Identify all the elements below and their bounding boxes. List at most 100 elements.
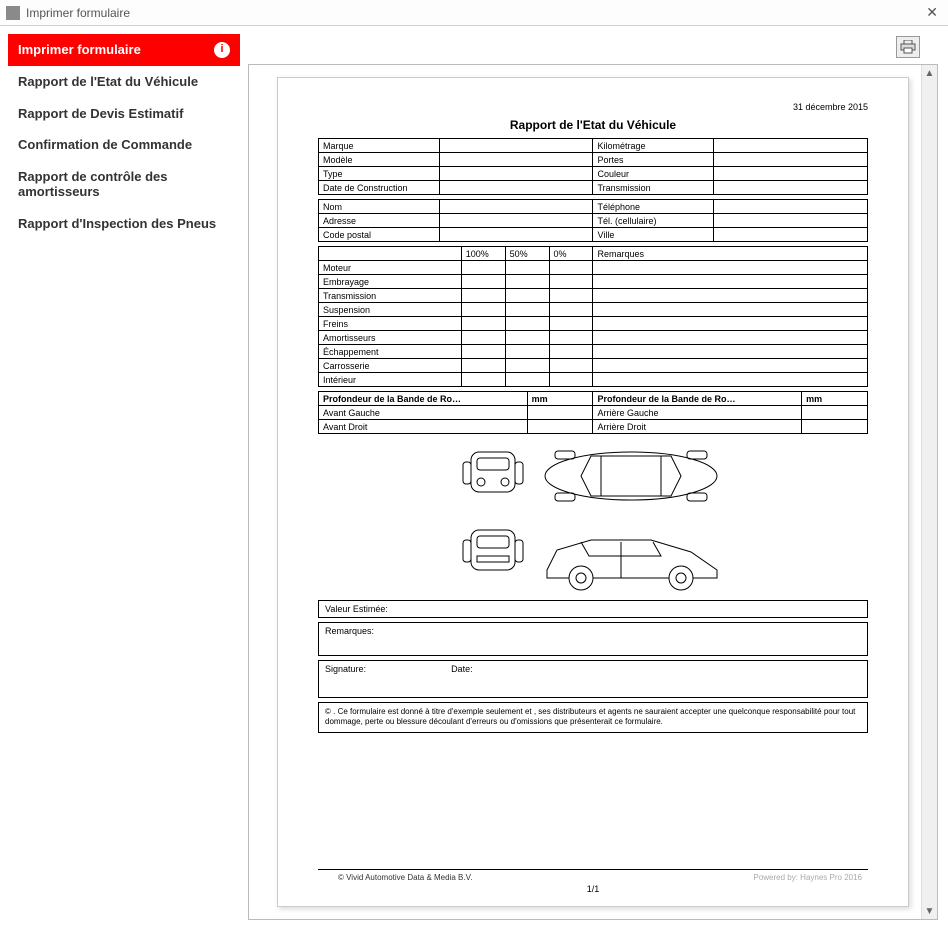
check-cell [461,261,505,275]
tire-label: Avant Gauche [319,406,528,420]
check-table: 100%50%0%RemarquesMoteurEmbrayageTransmi… [318,246,868,387]
field-label: Kilométrage [593,139,714,153]
check-cell [505,359,549,373]
main: Imprimer formulaire i Rapport de l'Etat … [0,26,948,930]
check-cell [505,261,549,275]
check-remark [593,331,868,345]
footer-powered: Powered by: Haynes Pro 2016 [753,873,868,882]
check-remark [593,261,868,275]
car-diagram-svg [453,444,733,594]
info-icon[interactable]: i [214,42,230,58]
tire-value [802,406,868,420]
scrollbar[interactable]: ▲ ▼ [921,65,937,919]
check-cell [461,289,505,303]
check-header [319,247,462,261]
field-label: Code postal [319,228,440,242]
check-cell [505,289,549,303]
sidebar-item-label: Rapport de contrôle des amortisseurs [18,169,230,200]
sidebar-item-order-confirm[interactable]: Confirmation de Commande [8,129,240,161]
app-icon [6,6,20,20]
value-box: Valeur Estimée: [318,600,868,618]
check-remark [593,303,868,317]
check-remark [593,275,868,289]
sidebar-item-label: Rapport de Devis Estimatif [18,106,183,122]
printer-icon [900,40,916,54]
check-header: 0% [549,247,593,261]
print-button[interactable] [896,36,920,58]
field-label: Nom [319,200,440,214]
tire-label: Avant Droit [319,420,528,434]
content: 31 décembre 2015 Rapport de l'Etat du Vé… [248,26,948,930]
field-label: Téléphone [593,200,714,214]
check-header: 50% [505,247,549,261]
check-cell [549,261,593,275]
check-cell [461,303,505,317]
field-value [714,153,868,167]
tire-value [527,420,593,434]
check-cell [549,303,593,317]
toolbar [248,36,938,64]
document-title: Rapport de l'Etat du Véhicule [318,118,868,132]
scroll-down-icon[interactable]: ▼ [922,903,937,919]
value-label: Valeur Estimée: [325,604,388,614]
page-number: 1/1 [318,884,868,894]
page-wrap: 31 décembre 2015 Rapport de l'Etat du Vé… [249,65,937,919]
check-cell [549,331,593,345]
sidebar-item-shock-report[interactable]: Rapport de contrôle des amortisseurs [8,161,240,208]
field-value [714,181,868,195]
check-cell [461,373,505,387]
sidebar-item-print-form[interactable]: Imprimer formulaire i [8,34,240,66]
tire-table: Profondeur de la Bande de Ro…mmProfondeu… [318,391,868,434]
field-value [439,181,593,195]
signature-label: Signature: [325,664,366,674]
field-label: Type [319,167,440,181]
vehicle-table: MarqueKilométrageModèlePortesTypeCouleur… [318,138,868,195]
field-value [714,167,868,181]
check-row-label: Transmission [319,289,462,303]
check-cell [461,359,505,373]
check-row-label: Freins [319,317,462,331]
check-cell [505,317,549,331]
tire-header: Profondeur de la Bande de Ro… [593,392,802,406]
sidebar-item-tire-report[interactable]: Rapport d'Inspection des Pneus [8,208,240,240]
check-cell [549,359,593,373]
check-remark [593,317,868,331]
disclaimer: © . Ce formulaire est donné à titre d'ex… [318,702,868,733]
check-header: 100% [461,247,505,261]
sidebar-item-estimate-report[interactable]: Rapport de Devis Estimatif [8,98,240,130]
field-value [439,139,593,153]
client-table: NomTéléphoneAdresseTél. (cellulaire)Code… [318,199,868,242]
sidebar-item-label: Rapport de l'Etat du Véhicule [18,74,198,90]
page: 31 décembre 2015 Rapport de l'Etat du Vé… [277,77,909,907]
field-label: Tél. (cellulaire) [593,214,714,228]
tire-header: mm [527,392,593,406]
field-value [439,153,593,167]
field-value [439,228,593,242]
tire-value [527,406,593,420]
check-row-label: Embrayage [319,275,462,289]
check-remark [593,359,868,373]
scroll-up-icon[interactable]: ▲ [922,65,937,81]
document-date: 31 décembre 2015 [318,102,868,112]
date-label: Date: [451,664,473,674]
field-label: Transmission [593,181,714,195]
check-row-label: Amortisseurs [319,331,462,345]
close-icon[interactable]: ✕ [922,4,942,21]
tire-header: Profondeur de la Bande de Ro… [319,392,528,406]
field-value [714,139,868,153]
sidebar: Imprimer formulaire i Rapport de l'Etat … [0,26,248,930]
sidebar-item-vehicle-report[interactable]: Rapport de l'Etat du Véhicule [8,66,240,98]
check-cell [549,345,593,359]
tire-label: Arrière Gauche [593,406,802,420]
field-value [439,214,593,228]
check-row-label: Échappement [319,345,462,359]
field-value [439,167,593,181]
signature-box: Signature: Date: [318,660,868,698]
check-row-label: Intérieur [319,373,462,387]
check-cell [505,303,549,317]
check-cell [505,275,549,289]
document-viewer: 31 décembre 2015 Rapport de l'Etat du Vé… [248,64,938,920]
field-label: Portes [593,153,714,167]
check-cell [461,331,505,345]
titlebar: Imprimer formulaire ✕ [0,0,948,26]
